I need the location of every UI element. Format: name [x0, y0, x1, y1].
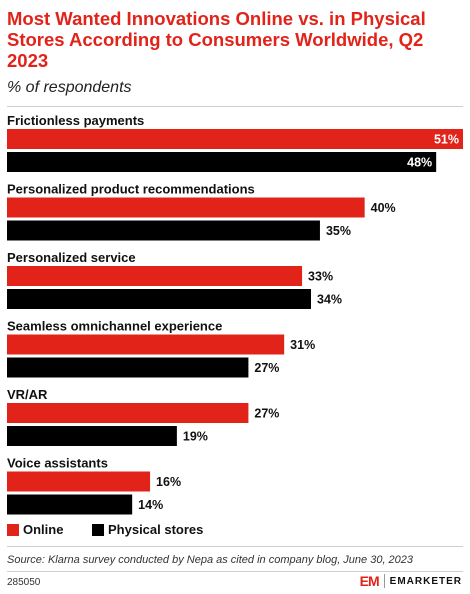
- bar-physical-stores: [7, 220, 320, 241]
- data-label: 34%: [317, 293, 342, 307]
- data-label: 19%: [183, 430, 208, 444]
- bar-physical-stores: [7, 357, 249, 378]
- bar-online: [7, 266, 303, 286]
- source-note: Source: Klarna survey conducted by Nepa …: [7, 554, 414, 566]
- category-label: Seamless omnichannel experience: [7, 319, 222, 334]
- top-divider: [7, 106, 463, 107]
- data-label: 33%: [308, 270, 333, 284]
- legend-label-online: Online: [23, 522, 64, 537]
- data-label: 51%: [434, 133, 459, 147]
- legend-swatch-online: [7, 524, 19, 536]
- chart-subtitle: % of respondents: [7, 79, 132, 96]
- data-label: 27%: [254, 361, 279, 375]
- bar-online: [7, 129, 463, 149]
- data-label: 14%: [138, 498, 163, 512]
- bar-physical-stores: [7, 426, 177, 446]
- category-label: Personalized service: [7, 250, 136, 265]
- chart-id: 285050: [7, 577, 41, 588]
- bottom-divider: [7, 546, 463, 547]
- bar-online: [7, 197, 365, 218]
- emarketer-logo: EM EMARKETER: [360, 573, 462, 589]
- bar-chart: Frictionless payments 51%48% Personalized …: [7, 113, 463, 515]
- legend-label-physical-stores: Physical stores: [108, 522, 204, 537]
- data-label: 48%: [407, 156, 432, 170]
- footer-divider: [7, 571, 463, 572]
- logo-text: EMARKETER: [389, 575, 462, 587]
- category-label: Personalized product recommendations: [7, 182, 255, 197]
- category-label: Voice assistants: [7, 456, 108, 471]
- bar-physical-stores: [7, 289, 311, 309]
- data-label: 16%: [156, 475, 181, 489]
- logo-mark: EM: [360, 574, 385, 588]
- category-label: VR/AR: [7, 387, 48, 402]
- bar-online: [7, 471, 151, 492]
- bar-online: [7, 334, 285, 355]
- data-label: 35%: [326, 224, 351, 238]
- bar-online: [7, 403, 249, 423]
- data-label: 27%: [254, 407, 279, 421]
- data-label: 31%: [290, 338, 315, 352]
- bar-physical-stores: [7, 152, 437, 172]
- chart-title: Most Wanted Innovations Online vs. in Ph…: [7, 8, 426, 71]
- bar-physical-stores: [7, 494, 133, 515]
- data-label: 40%: [371, 201, 396, 215]
- category-label: Frictionless payments: [7, 113, 144, 128]
- legend-swatch-physical-stores: [92, 524, 104, 536]
